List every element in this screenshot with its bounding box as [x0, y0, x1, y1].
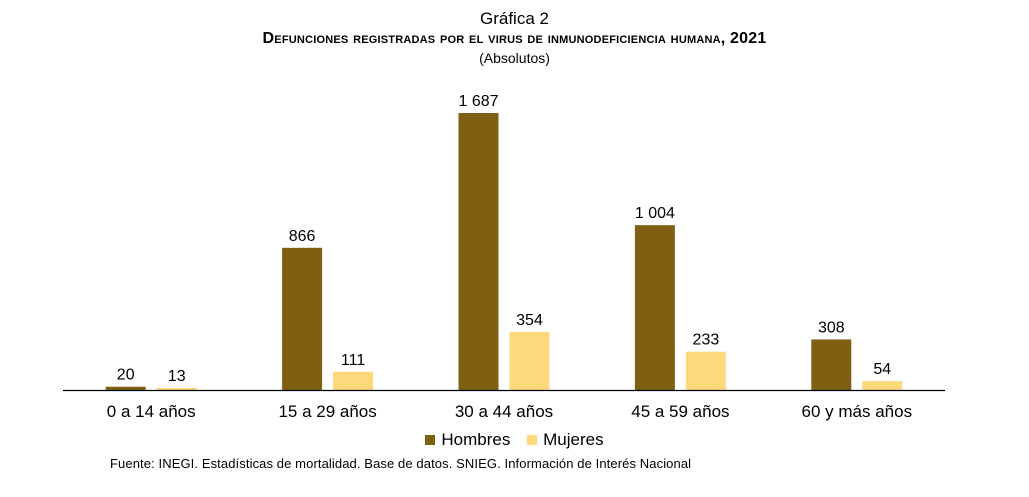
- x-tick-label-3: 45 a 59 años: [631, 402, 729, 421]
- data-label-hombres-2: 1 687: [458, 93, 498, 110]
- source-note: Fuente: INEGI. Estadísticas de mortalida…: [110, 456, 692, 471]
- legend-label-mujeres: Mujeres: [543, 430, 604, 449]
- data-label-mujeres-3: 233: [693, 332, 720, 349]
- chart-subtitle: (Absolutos): [479, 50, 550, 66]
- chart-label: Gráfica 2: [480, 9, 549, 28]
- data-label-mujeres-4: 54: [873, 361, 891, 378]
- data-label-hombres-1: 866: [289, 228, 316, 245]
- legend-swatch-mujeres: [527, 435, 538, 445]
- bar-hombres-1: [282, 247, 323, 390]
- x-tick-label-4: 60 y más años: [802, 402, 913, 421]
- legend-item-mujeres: Mujeres: [527, 430, 604, 450]
- data-label-mujeres-0: 13: [168, 368, 186, 385]
- data-label-hombres-4: 308: [818, 319, 845, 336]
- bar-mujeres-1: [333, 371, 374, 390]
- legend-item-hombres: Hombres: [425, 430, 510, 450]
- bar-hombres-0: [105, 386, 146, 390]
- x-tick-label-1: 15 a 29 años: [278, 402, 376, 421]
- bar-hombres-4: [811, 339, 852, 390]
- data-label-mujeres-2: 354: [516, 312, 543, 329]
- bar-hombres-3: [634, 225, 675, 390]
- x-tick-label-0: 0 a 14 años: [107, 402, 196, 421]
- data-label-mujeres-1: 111: [341, 352, 365, 369]
- data-label-hombres-0: 20: [117, 367, 135, 384]
- title-block: Gráfica 2 Defunciones registradas por el…: [0, 8, 1029, 67]
- legend: Hombres Mujeres: [0, 430, 1029, 450]
- x-tick-label-2: 30 a 44 años: [455, 402, 553, 421]
- bar-mujeres-2: [509, 331, 550, 390]
- legend-swatch-hombres: [425, 435, 436, 445]
- bar-mujeres-3: [685, 351, 726, 390]
- bar-hombres-2: [458, 113, 499, 390]
- bar-mujeres-0: [156, 387, 197, 390]
- bar-mujeres-4: [862, 381, 903, 390]
- legend-label-hombres: Hombres: [441, 430, 511, 449]
- data-label-hombres-3: 1 004: [635, 205, 675, 222]
- chart-title: Defunciones registradas por el virus de …: [262, 30, 767, 47]
